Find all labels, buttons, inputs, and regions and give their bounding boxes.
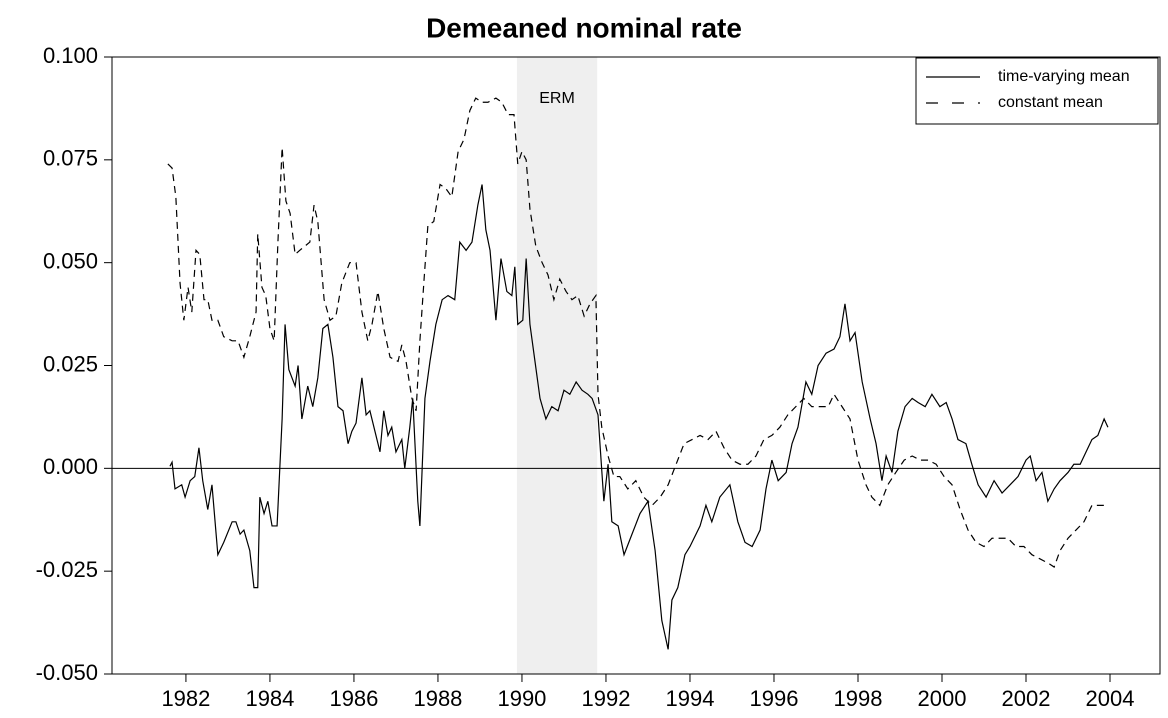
plot-frame [111, 56, 1161, 675]
legend-label: constant mean [998, 94, 1103, 111]
region-label: ERM [539, 90, 575, 107]
x-tick-label: 1998 [834, 686, 883, 711]
y-tick-label: 0.075 [43, 146, 98, 171]
x-tick-label: 1994 [665, 686, 714, 711]
x-tick-label: 1992 [581, 686, 630, 711]
x-tick-label: 1990 [497, 686, 546, 711]
x-tick-label: 2002 [1002, 686, 1051, 711]
x-tick-label: 1984 [245, 686, 294, 711]
legend-box [915, 57, 1159, 125]
x-tick-label: 1996 [750, 686, 799, 711]
x-tick-label: 1988 [413, 686, 462, 711]
series-line [167, 97, 1108, 568]
x-tick-label: 2000 [918, 686, 967, 711]
legend-label: time-varying mean [998, 68, 1130, 85]
y-tick-label: 0.025 [43, 351, 98, 376]
y-tick-label: -0.025 [36, 557, 98, 582]
y-tick-label: 0.000 [43, 454, 98, 479]
shaded-region [516, 57, 598, 674]
x-tick-label: 1982 [161, 686, 210, 711]
y-tick-label: -0.050 [36, 660, 98, 685]
x-tick-label: 2004 [1086, 686, 1135, 711]
y-tick-label: 0.050 [43, 248, 98, 273]
series-line [169, 184, 1109, 650]
x-tick-label: 1986 [329, 686, 378, 711]
y-tick-label: 0.100 [43, 43, 98, 68]
chart-title: Demeaned nominal rate [426, 12, 742, 43]
